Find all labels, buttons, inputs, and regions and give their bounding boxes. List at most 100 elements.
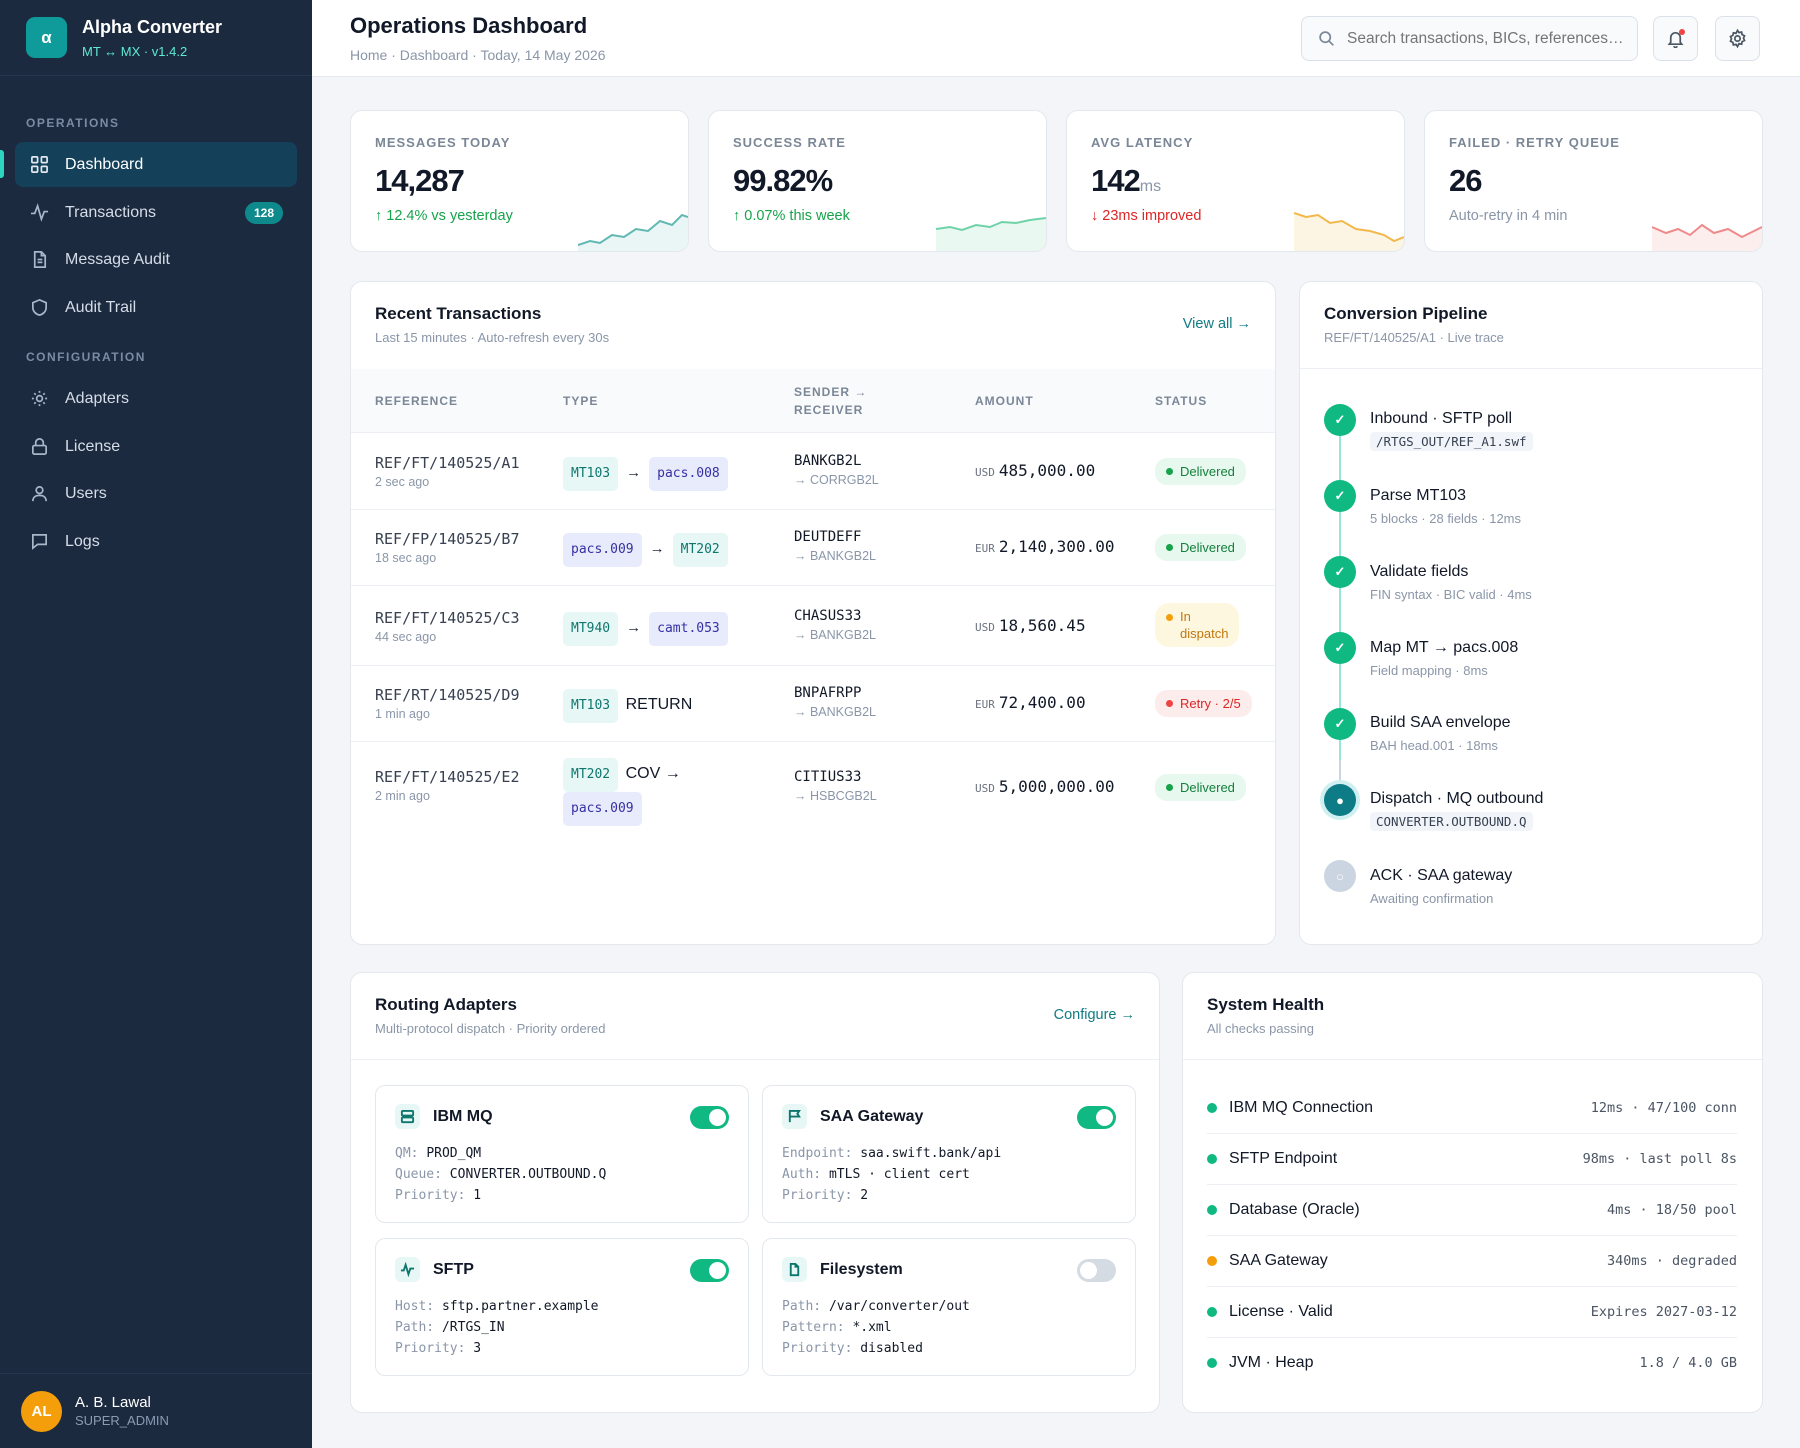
tx-sender: CITIUS33 xyxy=(794,769,862,785)
step-detail: 5 blocks · 28 fields · 12ms xyxy=(1370,511,1522,526)
status-badge: In dispatch xyxy=(1155,603,1240,647)
health-check-value: 12ms · 47/100 conn xyxy=(1590,1100,1737,1116)
avatar: AL xyxy=(21,1390,62,1432)
step-code: /RTGS_OUT/REF_A1.swf xyxy=(1370,432,1533,451)
user-profile[interactable]: AL A. B. Lawal SUPER_ADMIN xyxy=(0,1373,312,1448)
status-dot xyxy=(1207,1205,1217,1215)
flag-icon xyxy=(782,1104,807,1129)
col-status[interactable]: STATUS xyxy=(1155,394,1208,408)
sidebar-item-users[interactable]: Users xyxy=(15,471,297,516)
sidebar: α Alpha Converter MT ↔ MX · v1.4.2 OPERA… xyxy=(0,0,312,1448)
kpi-success-rate[interactable]: SUCCESS RATE 99.82% ↑ 0.07% this week xyxy=(708,110,1047,252)
health-row: JVM · Heap 1.8 / 4.0 GB xyxy=(1207,1338,1737,1389)
health-check-name: Database (Oracle) xyxy=(1229,1201,1360,1218)
adapter-toggle[interactable] xyxy=(1077,1106,1116,1129)
brand[interactable]: α Alpha Converter MT ↔ MX · v1.4.2 xyxy=(0,0,312,76)
search-box[interactable] xyxy=(1301,16,1638,61)
adapter-toggle[interactable] xyxy=(690,1106,729,1129)
tx-receiver: → BANKGB2L xyxy=(794,549,876,563)
health-row: License · Valid Expires 2027-03-12 xyxy=(1207,1287,1737,1338)
tx-sender: BANKGB2L xyxy=(794,453,862,469)
adapter-saa-gateway[interactable]: SAA Gateway Endpoint: saa.swift.bank/api… xyxy=(762,1085,1136,1223)
kpi-label: SUCCESS RATE xyxy=(733,135,846,150)
tx-amount: USD 5,000,000.00 xyxy=(975,777,1115,796)
adapter-toggle[interactable] xyxy=(1077,1259,1116,1282)
health-check-name: SAA Gateway xyxy=(1229,1252,1328,1269)
sidebar-item-license[interactable]: License xyxy=(15,424,297,469)
card-title: Routing Adapters xyxy=(375,995,517,1014)
tx-time: 44 sec ago xyxy=(375,630,437,644)
user-role: SUPER_ADMIN xyxy=(75,1413,169,1428)
kpi-failed-retry[interactable]: FAILED · RETRY QUEUE 26 Auto-retry in 4 … xyxy=(1424,110,1763,252)
transactions-count-badge: 128 xyxy=(244,201,283,224)
col-sender-receiver[interactable]: SENDER → RECEIVER xyxy=(794,385,868,417)
active-indicator xyxy=(0,150,4,178)
step-title: Inbound · SFTP poll xyxy=(1370,410,1513,427)
adapter-toggle[interactable] xyxy=(690,1259,729,1282)
tx-reference: REF/FT/140525/A1 xyxy=(375,454,520,472)
kpi-sparkline xyxy=(936,217,1046,251)
tx-reference: REF/FP/140525/B7 xyxy=(375,530,520,548)
kpi-sparkline xyxy=(1652,223,1762,251)
app-name: Alpha Converter xyxy=(82,16,223,37)
kpi-sparkline xyxy=(1294,212,1404,251)
sidebar-item-logs[interactable]: Logs xyxy=(15,519,297,564)
settings-button[interactable] xyxy=(1715,16,1760,61)
step-title: Map MT → pacs.008 xyxy=(1370,639,1519,656)
file-icon xyxy=(782,1257,807,1282)
sidebar-item-adapters[interactable]: Adapters xyxy=(15,376,297,421)
bell-icon xyxy=(1667,32,1684,48)
lock-icon xyxy=(30,437,49,456)
app-logo: α xyxy=(26,17,67,58)
search-icon xyxy=(1319,31,1334,46)
type-suffix: RETURN xyxy=(625,696,693,713)
status-badge: Delivered xyxy=(1155,774,1246,801)
search-input[interactable] xyxy=(1347,29,1627,48)
user-icon xyxy=(30,484,49,503)
tx-receiver: → HSBCGB2L xyxy=(794,789,877,803)
kpi-avg-latency[interactable]: AVG LATENCY 142ms ↓ 23ms improved xyxy=(1066,110,1405,252)
col-type[interactable]: TYPE xyxy=(563,394,599,408)
table-row[interactable]: REF/FT/140525/E2 2 min ago MT202 COV → pa… xyxy=(351,742,1275,832)
notifications-button[interactable] xyxy=(1653,16,1698,61)
status-dot xyxy=(1207,1358,1217,1368)
view-all-link[interactable]: View all → xyxy=(1182,316,1251,332)
adapter-name: Filesystem xyxy=(820,1261,903,1278)
adapter-sftp[interactable]: SFTP Host: sftp.partner.example Path: /R… xyxy=(375,1238,749,1376)
health-check-value: 340ms · degraded xyxy=(1606,1253,1737,1269)
type-suffix: COV → xyxy=(625,765,681,782)
tx-type: pacs.009 → MT202 xyxy=(563,533,728,567)
type-chip-source: MT940 xyxy=(563,612,619,646)
table-row[interactable]: REF/RT/140525/D9 1 min ago MT103 RETURN … xyxy=(351,666,1275,742)
col-amount[interactable]: AMOUNT xyxy=(975,394,1034,408)
configure-link[interactable]: Configure → xyxy=(1053,1007,1135,1023)
pipeline-connector-pending xyxy=(1339,760,1341,800)
system-health-card: System Health All checks passing IBM MQ … xyxy=(1182,972,1763,1413)
sidebar-item-dashboard[interactable]: Dashboard xyxy=(15,142,297,187)
routing-adapters-card: Routing Adapters Multi-protocol dispatch… xyxy=(350,972,1160,1413)
sidebar-item-label: Audit Trail xyxy=(65,298,137,316)
step-detail: Field mapping · 8ms xyxy=(1370,663,1488,678)
kpi-messages-today[interactable]: MESSAGES TODAY 14,287 ↑ 12.4% vs yesterd… xyxy=(350,110,689,252)
kpi-delta: ↑ 12.4% vs yesterday xyxy=(375,208,513,224)
col-reference[interactable]: REFERENCE xyxy=(375,394,459,408)
adapter-ibm-mq[interactable]: IBM MQ QM: PROD_QM Queue: CONVERTER.OUTB… xyxy=(375,1085,749,1223)
table-row[interactable]: REF/FP/140525/B7 18 sec ago pacs.009 → MT2… xyxy=(351,510,1275,586)
sidebar-item-transactions[interactable]: Transactions 128 xyxy=(15,190,297,235)
health-check-name: IBM MQ Connection xyxy=(1229,1099,1374,1116)
table-header: REFERENCE TYPE SENDER → RECEIVER AMOUNT S… xyxy=(351,369,1275,433)
sidebar-item-label: Dashboard xyxy=(65,155,144,173)
chat-icon xyxy=(30,532,49,551)
table-row[interactable]: REF/FT/140525/A1 2 sec ago MT103 → pacs.00… xyxy=(351,434,1275,510)
step-pending-icon: ○ xyxy=(1324,860,1356,892)
sidebar-item-audit-trail[interactable]: Audit Trail xyxy=(15,285,297,330)
activity-icon xyxy=(30,203,49,222)
adapter-filesystem[interactable]: Filesystem Path: /var/converter/out Patt… xyxy=(762,1238,1136,1376)
nav-section-operations: OPERATIONS xyxy=(26,116,120,130)
table-row[interactable]: REF/FT/140525/C3 44 sec ago MT940 → camt.0… xyxy=(351,586,1275,666)
sidebar-item-message-audit[interactable]: Message Audit xyxy=(15,237,297,282)
status-badge: Delivered xyxy=(1155,458,1246,485)
pipeline-connector xyxy=(1339,412,1341,805)
health-check-name: SFTP Endpoint xyxy=(1229,1150,1338,1167)
app-version: MT ↔ MX · v1.4.2 xyxy=(82,43,188,59)
